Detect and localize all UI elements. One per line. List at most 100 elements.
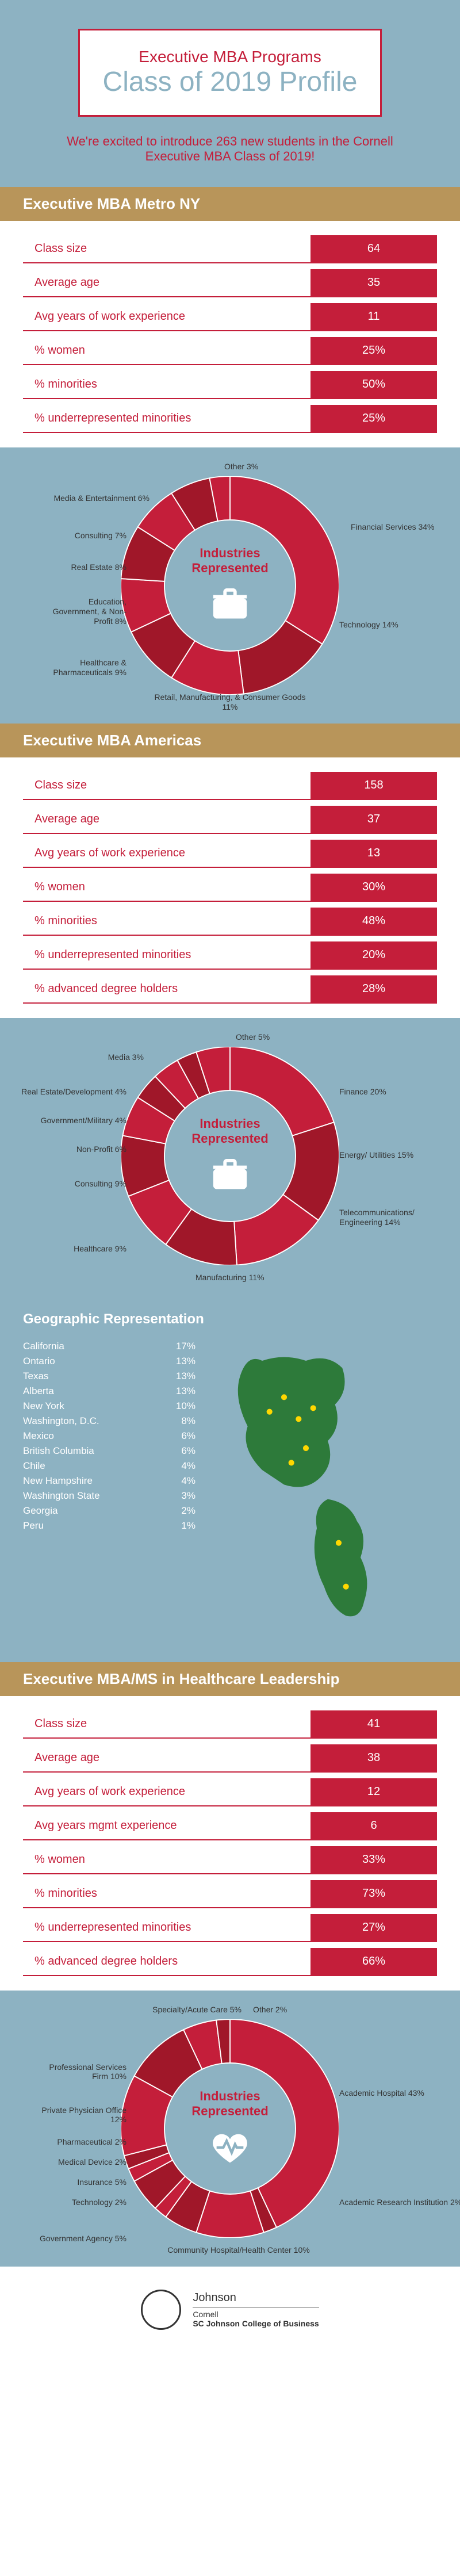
donut-center-title: Industries Represented xyxy=(175,2089,285,2119)
stat-label: % advanced degree holders xyxy=(23,1948,310,1976)
heart-icon xyxy=(210,2128,250,2168)
chart-label: Energy/ Utilities 15% xyxy=(339,1150,420,1160)
stat-value: 25% xyxy=(310,405,437,433)
stat-label: Average age xyxy=(23,806,310,834)
chart-label: Media & Entertainment 6% xyxy=(46,493,150,503)
stat-value: 50% xyxy=(310,371,437,399)
geo-row: Peru1% xyxy=(23,1518,195,1533)
geo-row: Texas 13% xyxy=(23,1369,195,1384)
stat-label: % underrepresented minorities xyxy=(23,1914,310,1942)
stat-label: % minorities xyxy=(23,1880,310,1908)
donut-center: Industries Represented xyxy=(175,2089,285,2168)
donut-center: Industries Represented xyxy=(175,546,285,625)
stat-value: 12 xyxy=(310,1778,437,1806)
geo-place: New York xyxy=(23,1400,64,1412)
chart-label: Medical Device 2% xyxy=(46,2157,126,2167)
stat-row: % minorities50% xyxy=(23,371,437,399)
stat-row: % underrepresented minorities25% xyxy=(23,405,437,433)
chart-label: Healthcare 9% xyxy=(57,1244,126,1254)
chart-label: Real Estate/Development 4% xyxy=(17,1087,126,1097)
stat-label: Average age xyxy=(23,1744,310,1773)
geo-row: California17% xyxy=(23,1339,195,1354)
chart-label: Retail, Manufacturing, & Consumer Goods … xyxy=(150,692,310,712)
geo-row: Washington, D.C.8% xyxy=(23,1414,195,1429)
footer-logo: JohnsonCornellSC Johnson College of Busi… xyxy=(141,2290,319,2330)
chart-label: Private Physician Office 12% xyxy=(34,2106,126,2125)
stat-value: 27% xyxy=(310,1914,437,1942)
geo-pct: 6% xyxy=(181,1430,195,1442)
geo-row: British Columbia6% xyxy=(23,1444,195,1459)
stat-row: Avg years of work experience11 xyxy=(23,303,437,331)
geo-row: Chile4% xyxy=(23,1459,195,1473)
stat-value: 25% xyxy=(310,337,437,365)
briefcase-icon xyxy=(210,585,250,625)
header-title: Class of 2019 Profile xyxy=(103,66,358,98)
geo-place: Georgia xyxy=(23,1505,57,1517)
stats-table: Class size158Average age37Avg years of w… xyxy=(0,757,460,1018)
cornell-seal-icon xyxy=(141,2290,181,2330)
geo-row: Georgia 2% xyxy=(23,1503,195,1518)
stat-value: 13 xyxy=(310,840,437,868)
stat-row: Class size158 xyxy=(23,772,437,800)
geo-place: Texas xyxy=(23,1371,48,1382)
stat-label: Avg years of work experience xyxy=(23,1778,310,1806)
geo-pct: 13% xyxy=(176,1356,195,1367)
stat-row: % underrepresented minorities20% xyxy=(23,941,437,970)
header-intro: We're excited to introduce 263 new stude… xyxy=(34,134,425,164)
geo-place: Washington, D.C. xyxy=(23,1415,99,1427)
chart-label: Consulting 7% xyxy=(57,531,126,541)
chart-label: Education, Government, & Non-Profit 8% xyxy=(46,597,126,626)
stat-value: 64 xyxy=(310,235,437,263)
geo-content: California17%Ontario13%Texas13%Alberta13… xyxy=(23,1339,437,1633)
stat-row: % women33% xyxy=(23,1846,437,1874)
chart-label: Specialty/Acute Care 5% xyxy=(138,2005,241,2015)
geo-pct: 13% xyxy=(176,1371,195,1382)
stat-label: % women xyxy=(23,1846,310,1874)
stat-value: 41 xyxy=(310,1710,437,1739)
stat-value: 30% xyxy=(310,874,437,902)
stat-value: 20% xyxy=(310,941,437,970)
donut-chart: Industries RepresentedAcademic Hospital … xyxy=(121,2019,339,2238)
stat-value: 38 xyxy=(310,1744,437,1773)
stat-value: 28% xyxy=(310,975,437,1004)
header-subtitle: Executive MBA Programs xyxy=(103,48,358,66)
geo-place: California xyxy=(23,1341,64,1352)
chart-section: Industries RepresentedFinance 20%Energy/… xyxy=(0,1018,460,1294)
geo-place: Peru xyxy=(23,1520,44,1532)
stat-label: % underrepresented minorities xyxy=(23,941,310,970)
stat-label: % women xyxy=(23,874,310,902)
chart-label: Technology 2% xyxy=(52,2198,126,2207)
footer: JohnsonCornellSC Johnson College of Busi… xyxy=(0,2267,460,2356)
stat-row: Avg years mgmt experience6 xyxy=(23,1812,437,1840)
chart-label: Financial Services 34% xyxy=(351,522,454,532)
chart-label: Media 3% xyxy=(86,1052,144,1062)
stat-value: 158 xyxy=(310,772,437,800)
stat-row: % minorities73% xyxy=(23,1880,437,1908)
stat-label: Class size xyxy=(23,1710,310,1739)
stat-label: Class size xyxy=(23,235,310,263)
geo-row: Mexico6% xyxy=(23,1429,195,1444)
geo-row: Alberta13% xyxy=(23,1384,195,1399)
stat-row: Class size64 xyxy=(23,235,437,263)
chart-label: Healthcare & Pharmaceuticals 9% xyxy=(46,658,126,678)
geo-place: British Columbia xyxy=(23,1445,94,1457)
stat-row: % advanced degree holders28% xyxy=(23,975,437,1004)
stat-label: Avg years of work experience xyxy=(23,840,310,868)
stat-label: % women xyxy=(23,337,310,365)
chart-label: Other 3% xyxy=(224,462,282,472)
chart-label: Consulting 9% xyxy=(57,1179,126,1189)
chart-label: Insurance 5% xyxy=(57,2177,126,2187)
map-americas xyxy=(218,1339,437,1633)
donut-chart: Industries RepresentedFinance 20%Energy/… xyxy=(121,1047,339,1265)
donut-center-title: Industries Represented xyxy=(175,1116,285,1147)
chart-label: Government Agency 5% xyxy=(29,2234,126,2244)
stat-label: Avg years mgmt experience xyxy=(23,1812,310,1840)
stat-row: % underrepresented minorities27% xyxy=(23,1914,437,1942)
geo-pct: 2% xyxy=(181,1505,195,1517)
stat-value: 66% xyxy=(310,1948,437,1976)
stat-value: 33% xyxy=(310,1846,437,1874)
stat-row: Average age38 xyxy=(23,1744,437,1773)
stat-value: 6 xyxy=(310,1812,437,1840)
stat-label: % minorities xyxy=(23,371,310,399)
chart-label: Government/Military 4% xyxy=(29,1116,126,1126)
